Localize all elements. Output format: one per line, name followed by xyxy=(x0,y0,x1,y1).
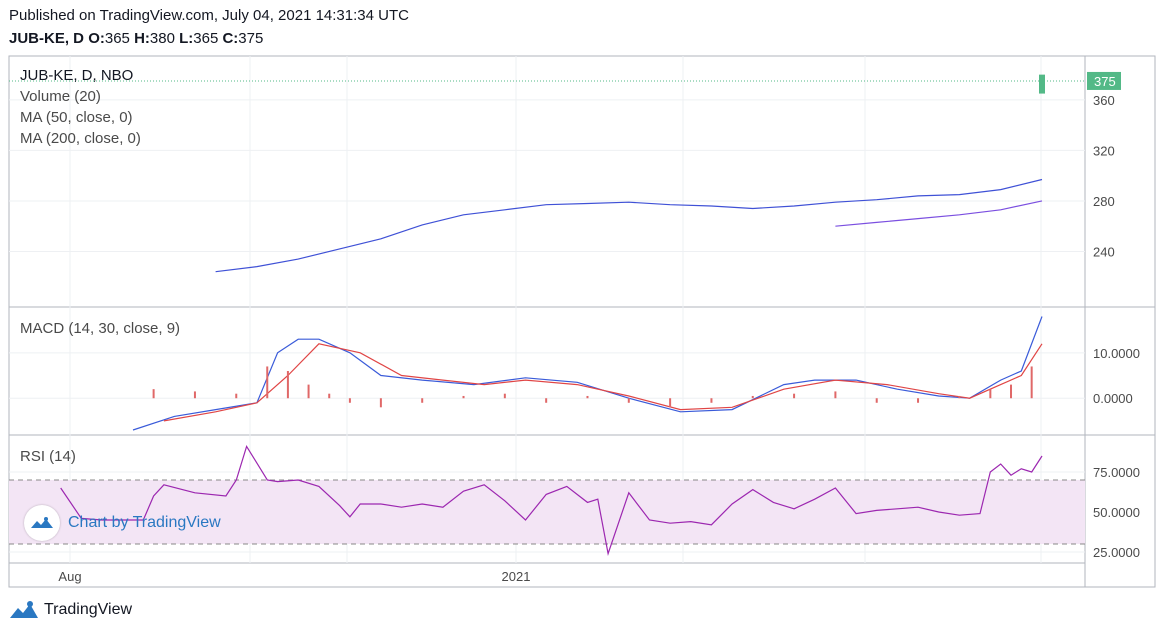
macd-histogram-bar xyxy=(421,398,424,403)
last-price-label: 375 xyxy=(1094,74,1116,89)
macd-histogram-bar xyxy=(627,398,630,403)
macd-histogram-bar xyxy=(1030,366,1033,399)
legend-volume: Volume (20) xyxy=(20,88,101,105)
y-tick-label: 280 xyxy=(1093,194,1115,209)
price-pane xyxy=(9,74,1085,273)
y-tick-label: 50.0000 xyxy=(1093,505,1140,520)
macd-histogram-bar xyxy=(875,398,878,403)
signal-line xyxy=(163,343,1043,422)
legend-ma50: MA (50, close, 0) xyxy=(20,109,133,126)
macd-pane xyxy=(132,316,1043,431)
high-label: H: xyxy=(134,30,150,47)
x-tick-label: 2021 xyxy=(502,569,531,584)
macd-histogram-bar xyxy=(307,384,310,399)
published-info: Published on TradingView.com, July 04, 2… xyxy=(9,7,409,24)
high-value: 380 xyxy=(149,30,175,47)
macd-histogram-bar xyxy=(710,398,713,403)
macd-histogram-bar xyxy=(379,398,382,408)
ma-50-close-0-line xyxy=(215,178,1043,273)
macd-histogram-bar xyxy=(793,393,796,399)
macd-histogram-bar xyxy=(917,398,920,403)
macd-histogram-bar xyxy=(545,398,548,403)
y-tick-label: 320 xyxy=(1093,143,1115,158)
macd-histogram-bar xyxy=(328,393,331,399)
macd-histogram-bar xyxy=(152,389,155,399)
macd-histogram-bar xyxy=(1010,384,1013,399)
close-value: 375 xyxy=(238,30,264,47)
chart-frame xyxy=(8,55,1156,588)
ma-200-close-0-line xyxy=(835,200,1043,227)
rsi-pane xyxy=(60,444,1043,556)
low-value: 365 xyxy=(193,30,219,47)
macd-histogram-bar xyxy=(989,389,992,399)
last-price-badge xyxy=(1087,71,1121,90)
macd-histogram-bar xyxy=(751,395,754,399)
macd-line xyxy=(132,316,1043,431)
x-tick-label: Aug xyxy=(58,569,81,584)
y-tick-label: 360 xyxy=(1093,93,1115,108)
macd-histogram-bar xyxy=(586,395,589,399)
low-label: L: xyxy=(179,30,194,47)
legend-symbol: JUB-KE, D, NBO xyxy=(20,67,134,84)
last-candle xyxy=(1039,74,1045,94)
macd-histogram-bar xyxy=(286,371,289,399)
y-tick-label: 240 xyxy=(1093,244,1115,259)
macd-histogram-bar xyxy=(834,391,837,399)
macd-histogram-bar xyxy=(266,366,269,399)
y-tick-label: 10.0000 xyxy=(1093,346,1140,361)
macd-histogram-bar xyxy=(462,395,465,399)
macd-histogram-bar xyxy=(193,391,196,399)
tradingview-logo-icon xyxy=(10,601,38,618)
y-tick-label: 75.0000 xyxy=(1093,465,1140,480)
tradingview-logo-icon xyxy=(24,505,60,541)
macd-histogram-bar xyxy=(503,393,506,399)
axis-labels: 240 280 320 360 375 0.0000 10.0000 25.0000 50.00… xyxy=(58,71,1140,584)
ohlc-header: JUB-KE, D O:365 H:380 L:365 C:375 xyxy=(9,30,263,47)
y-tick-label: 0.0000 xyxy=(1093,391,1133,406)
rsi-line xyxy=(60,444,1043,556)
y-tick-label: 25.0000 xyxy=(1093,545,1140,560)
watermark-text: Chart by TradingView xyxy=(68,514,221,531)
macd-histogram-bar xyxy=(669,398,672,408)
open-value: 365 xyxy=(104,30,130,47)
legend-rsi: RSI (14) xyxy=(20,448,76,465)
macd-histogram-bar xyxy=(958,395,961,399)
symbol-label: JUB-KE, D xyxy=(9,30,85,47)
macd-histogram-bar xyxy=(348,398,351,403)
close-label: C: xyxy=(222,30,239,47)
open-label: O: xyxy=(88,30,105,47)
legend-macd: MACD (14, 30, close, 9) xyxy=(20,320,181,337)
tradingview-watermark[interactable]: Chart by TradingView xyxy=(24,505,221,541)
legend-ma200: MA (200, close, 0) xyxy=(20,130,141,147)
macd-histogram-bar xyxy=(235,393,238,399)
footer-brand-text: TradingView xyxy=(44,601,133,618)
footer-brand[interactable]: TradingView xyxy=(9,600,132,620)
